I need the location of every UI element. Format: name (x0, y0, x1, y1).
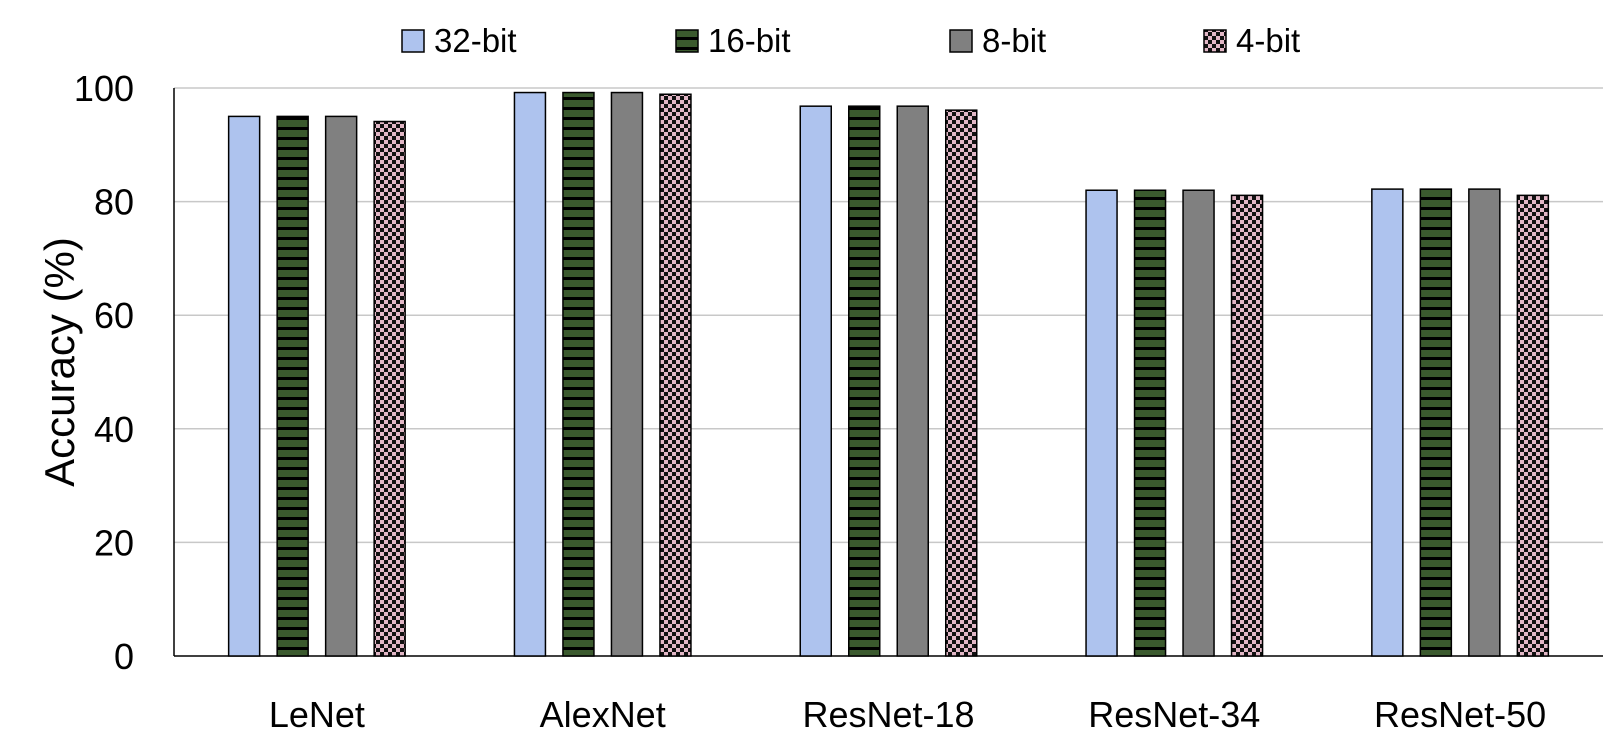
bar-32-bit-LeNet (227, 115, 261, 657)
x-category-label: ResNet-34 (1088, 694, 1260, 735)
legend-label: 8-bit (982, 22, 1046, 59)
bar-16-bit-AlexNet (562, 91, 595, 657)
bar-16-bit-ResNet-34 (1133, 189, 1167, 657)
y-tick-label: 80 (94, 182, 134, 223)
bar-8-bit-LeNet (324, 115, 358, 657)
legend-label: 32-bit (434, 22, 517, 59)
bar-4-bit-AlexNet (659, 93, 692, 657)
bar-16-bit-ResNet-18 (848, 105, 881, 657)
bar-16-bit-ResNet-50 (1419, 188, 1453, 657)
bar-8-bit-ResNet-18 (896, 105, 929, 657)
bar-8-bit-ResNet-50 (1468, 188, 1501, 657)
legend-swatch (401, 29, 425, 53)
axes (173, 88, 1603, 657)
bars (227, 91, 1550, 657)
y-tick-label: 20 (94, 522, 134, 563)
bar-8-bit-ResNet-34 (1182, 189, 1215, 657)
legend: 32-bit 16-bit 8-bit 4-bit (401, 22, 1300, 59)
y-axis-title: Accuracy (%) (36, 237, 83, 487)
bar-32-bit-ResNet-18 (799, 105, 832, 657)
y-tick-label: 0 (114, 636, 134, 677)
bar-4-bit-ResNet-34 (1230, 194, 1264, 657)
legend-swatch (1203, 29, 1227, 53)
bar-4-bit-ResNet-18 (945, 109, 978, 657)
y-tick-label: 100 (74, 68, 134, 109)
bar-32-bit-ResNet-34 (1085, 189, 1118, 657)
x-category-label: AlexNet (540, 694, 666, 735)
bar-4-bit-LeNet (373, 120, 406, 657)
bar-32-bit-AlexNet (513, 91, 547, 657)
x-category-label: ResNet-18 (802, 694, 974, 735)
y-tick-label: 40 (94, 409, 134, 450)
labels: 0 20 40 60 80 100 LeNet AlexNet ResNet-18 ResNet-… (74, 68, 1546, 735)
legend-label: 4-bit (1236, 22, 1300, 59)
legend-swatch (949, 29, 973, 53)
legend-label: 16-bit (708, 22, 791, 59)
bar-4-bit-ResNet-50 (1516, 194, 1550, 657)
x-category-label: LeNet (269, 694, 365, 735)
gridlines (174, 87, 1603, 544)
y-tick-label: 60 (94, 295, 134, 336)
bar-16-bit-LeNet (276, 115, 309, 657)
x-category-label: ResNet-50 (1374, 694, 1546, 735)
legend-swatch (675, 29, 699, 53)
bar-32-bit-ResNet-50 (1371, 188, 1404, 657)
bar-8-bit-AlexNet (610, 91, 644, 657)
